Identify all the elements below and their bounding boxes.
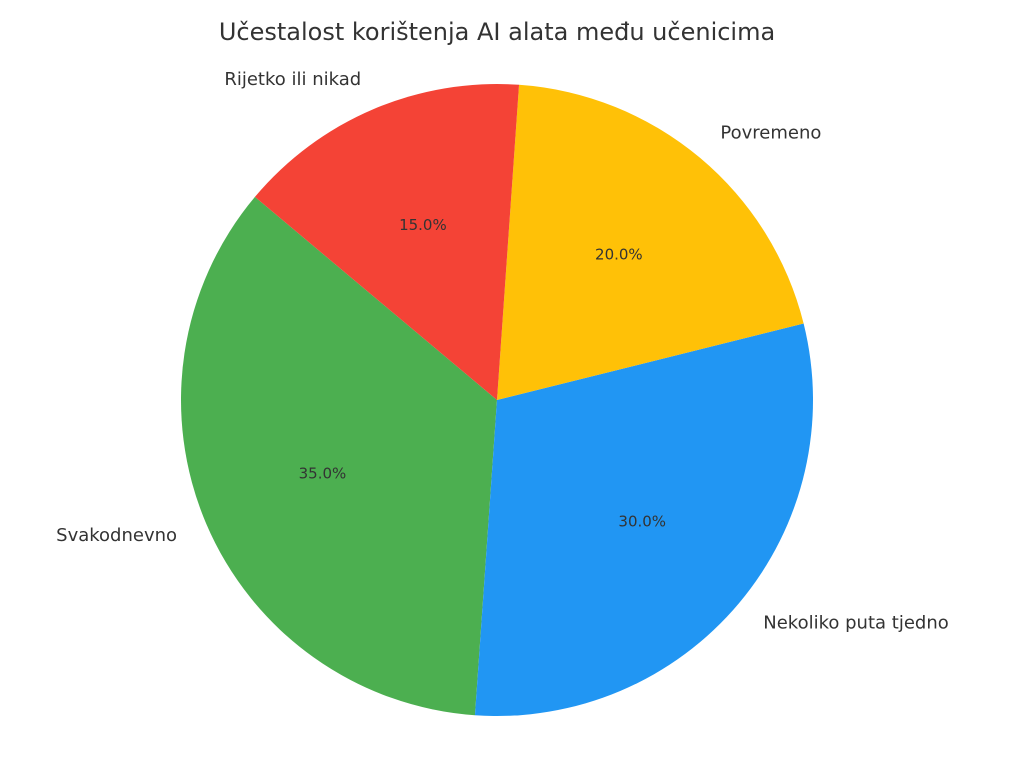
pie-slice — [474, 323, 813, 716]
pie-slice — [181, 196, 497, 716]
slice-label: Svakodnevno — [56, 525, 177, 546]
percent-label: 20.0% — [595, 245, 643, 263]
percent-label: 30.0% — [618, 512, 666, 530]
slice-label: Povremeno — [720, 123, 821, 144]
pie-slice — [254, 84, 520, 400]
slice-label: Nekoliko puta tjedno — [763, 612, 948, 633]
chart-title: Učestalost korištenja AI alata među učen… — [219, 18, 775, 46]
pie-slice — [497, 84, 804, 400]
percent-label: 15.0% — [399, 216, 447, 234]
percent-label: 35.0% — [299, 465, 347, 483]
slice-label: Rijetko ili nikad — [224, 69, 361, 90]
